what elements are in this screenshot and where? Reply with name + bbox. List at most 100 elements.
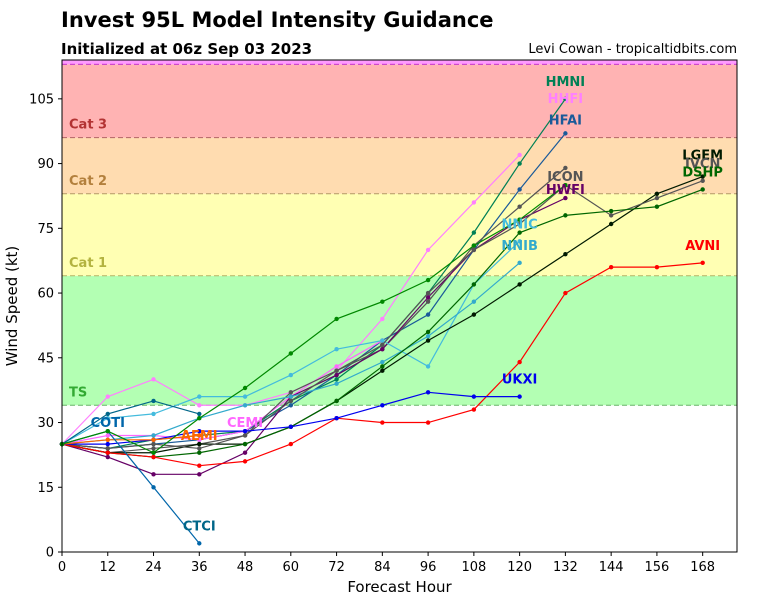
x-tick-label: 60 [283,560,300,575]
data-point-dshp [608,208,614,214]
data-point-aemi [105,437,110,442]
y-tick-label: 30 [37,416,54,431]
data-point-avni [608,264,614,270]
data-point-ivcn [380,342,385,348]
data-point-lgem [700,174,705,179]
data-point-dshp [517,230,522,235]
y-axis-label: Wind Speed (kt) [3,246,21,367]
model-label-coti: COTI [91,416,125,431]
data-point-dshp [380,364,385,369]
data-point-ivcn [700,178,705,184]
model-label-ctci: CTCI [183,519,216,534]
data-point-lgem [517,282,522,287]
data-point-hfai [288,403,294,408]
data-point-ukxi [197,428,202,434]
data-point-ctci [197,411,202,417]
data-point-unlabeled-16 [105,428,110,434]
series-line-unlabeled-16 [61,184,566,454]
band-cat-1 [62,193,737,276]
data-point-ukxi [105,441,110,447]
x-axis-ticks: 0 12 24 36 48 60 72 84 96 108 120 132 144 156 168 [58,552,715,575]
x-tick-label: 84 [374,560,391,575]
data-point-hfai [517,187,522,192]
data-point-ivcn [517,221,522,227]
model-label-ukxi: UKXI [502,373,538,388]
data-point-hhfi [425,247,431,253]
data-point-ukxi [425,390,431,395]
data-point-hfai [563,131,568,136]
data-point-unlabeled-16 [288,351,294,356]
y-tick-label: 105 [29,92,54,107]
data-point-nnic [197,394,202,399]
data-point-unlabeled-16 [563,182,568,188]
y-tick-label: 15 [37,481,54,496]
band-label-ts: TS [69,385,87,400]
model-label-hhfi: HHFI [548,92,583,107]
data-point-ivcn [334,368,339,373]
data-point-ivcn [242,433,248,438]
data-point-nnib [334,381,339,386]
data-point-unlabeled-16 [425,277,431,283]
data-point-ctci [105,411,110,417]
data-point-avni [288,441,294,447]
y-tick-label: 90 [37,157,54,172]
data-point-cemi [105,433,110,438]
y-tick-label: 45 [37,351,54,366]
data-point-icon [517,204,522,209]
data-point-ivcn [471,247,477,253]
data-point-unlabeled-16 [151,450,156,455]
data-point-hwfi [242,450,248,455]
chart-credit: Levi Cowan - tropicaltidbits.com [528,42,737,57]
plot-frame [61,59,738,553]
data-point-icon [425,299,431,304]
data-point-lgem [197,441,202,447]
data-point-icon [288,390,294,395]
category-bands: TS Cat 1 Cat 2 Cat 3 [62,60,737,406]
data-point-icon [151,446,156,451]
data-point-ivcn [151,441,156,447]
data-point-hwfi [151,472,156,477]
x-tick-label: 120 [507,560,532,575]
data-point-hhfi [105,394,110,399]
data-point-avni [563,290,568,296]
band-ts [62,275,737,406]
data-point-lgem [563,252,568,257]
data-point-nnic [334,346,339,352]
chart-subtitle: Initialized at 06z Sep 03 2023 [61,40,313,58]
band-label-cat-2: Cat 2 [69,174,107,189]
data-point-ctci [151,398,156,404]
data-point-nnic [380,338,385,343]
data-point-hhfi [380,316,385,322]
band-cat-2 [62,137,737,194]
data-point-ivcn [288,398,294,404]
data-point-hwfi [380,346,385,352]
data-point-nnib [517,260,522,266]
data-point-avni [380,420,385,425]
data-point-ivcn [608,213,614,218]
data-point-avni [151,454,156,460]
data-point-nnic [517,239,522,244]
y-tick-label: 75 [37,222,54,237]
x-tick-label: 24 [145,560,162,575]
data-point-dshp [471,282,477,287]
data-point-ukxi [288,424,294,430]
series-avni [59,260,705,468]
data-point-dshp [334,398,339,404]
data-point-hmni [563,96,568,102]
x-axis-label: Forecast Hour [347,578,452,596]
series-nnic [59,239,522,447]
y-tick-label: 60 [37,287,54,302]
x-tick-label: 72 [328,560,345,575]
series-line-aemi [61,434,200,445]
data-point-avni [242,459,248,464]
data-point-dshp [654,204,660,209]
data-point-hhfi [517,152,522,158]
data-point-lgem [380,368,385,373]
series-line-cemi [61,340,383,445]
data-point-hmni [471,230,477,235]
data-point-dshp [242,441,248,447]
x-tick-label: 96 [420,560,437,575]
x-tick-label: 168 [690,560,715,575]
